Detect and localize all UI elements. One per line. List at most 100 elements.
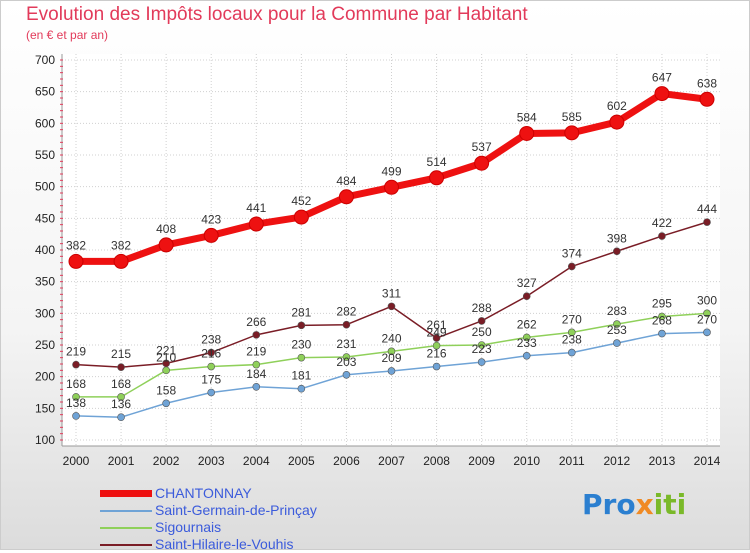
data-label: 283 — [607, 304, 627, 318]
data-point — [162, 399, 170, 408]
data-label: 537 — [472, 140, 492, 154]
data-point — [519, 125, 535, 141]
data-point — [158, 237, 174, 253]
data-point — [703, 309, 711, 318]
data-point — [703, 328, 711, 337]
data-point — [384, 179, 399, 195]
data-label: 638 — [697, 76, 717, 90]
data-label: 584 — [517, 110, 537, 124]
data-label: 240 — [381, 331, 401, 345]
data-point — [613, 320, 621, 328]
legend-swatch — [100, 510, 152, 512]
data-label: 181 — [291, 369, 311, 383]
data-point — [207, 348, 216, 357]
data-label: 311 — [382, 286, 401, 300]
data-label: 327 — [517, 276, 537, 290]
data-point — [609, 114, 625, 130]
data-label: 262 — [517, 317, 537, 331]
data-point — [72, 412, 80, 420]
legend-label: Saint-Germain-de-Prinçay — [155, 502, 317, 518]
data-point — [522, 333, 531, 342]
data-point — [432, 362, 441, 371]
chart-subtitle: (en € et par an) — [26, 28, 109, 42]
y-tick-label: 250 — [35, 338, 55, 352]
data-point — [658, 329, 666, 338]
data-label: 250 — [472, 325, 492, 339]
data-label: 238 — [201, 333, 221, 347]
data-label: 282 — [336, 305, 356, 319]
data-point — [522, 292, 531, 301]
data-point — [293, 209, 309, 225]
data-label: 230 — [291, 338, 311, 352]
data-label: 175 — [201, 373, 221, 387]
x-tick-label: 2002 — [153, 454, 180, 468]
legend-label: Sigournais — [155, 519, 222, 535]
x-tick-label: 2005 — [288, 454, 315, 468]
data-label: 266 — [246, 315, 266, 329]
data-point — [613, 339, 621, 347]
data-label: 261 — [427, 318, 447, 332]
data-label: 300 — [697, 293, 717, 307]
data-label: 408 — [156, 222, 176, 236]
data-label: 270 — [697, 312, 717, 326]
data-point — [117, 413, 125, 422]
x-tick-label: 2008 — [423, 454, 450, 468]
data-point — [658, 232, 666, 240]
x-tick-label: 2014 — [694, 454, 721, 468]
data-point — [342, 320, 351, 329]
data-point — [203, 227, 219, 243]
data-point — [567, 348, 576, 357]
y-tick-label: 400 — [35, 243, 55, 257]
y-tick-label: 600 — [35, 116, 55, 130]
x-tick-label: 2013 — [649, 454, 676, 468]
data-point — [564, 125, 580, 141]
data-label: 398 — [607, 231, 627, 245]
data-label: 382 — [66, 238, 86, 252]
x-tick-label: 2001 — [108, 454, 135, 468]
data-point — [387, 367, 396, 375]
y-tick-label: 700 — [35, 53, 55, 67]
data-point — [113, 253, 129, 269]
data-point — [432, 341, 441, 350]
data-label: 268 — [652, 314, 672, 328]
legend-label: CHANTONNAY — [155, 485, 252, 501]
data-point — [474, 155, 490, 171]
chart-title: Evolution des Impôts locaux pour la Comm… — [26, 4, 528, 25]
data-point — [387, 347, 396, 356]
x-tick-label: 2003 — [198, 454, 225, 468]
data-point — [654, 86, 670, 102]
x-tick-label: 2012 — [604, 454, 631, 468]
data-point — [342, 370, 351, 379]
x-tick-label: 2007 — [378, 454, 405, 468]
data-label: 221 — [156, 343, 176, 357]
data-point — [252, 360, 261, 369]
proxiti-logo: Proxiti — [582, 488, 686, 521]
data-label: 514 — [427, 155, 447, 169]
data-label: 231 — [336, 337, 356, 351]
data-point — [387, 302, 396, 311]
logo-part-2: x — [635, 488, 654, 521]
legend-swatch — [100, 490, 152, 497]
data-label: 444 — [697, 202, 717, 216]
data-label: 253 — [607, 323, 627, 337]
logo-part-1: Pro — [582, 488, 636, 521]
legend-label: Saint-Hilaire-le-Vouhis — [155, 536, 294, 552]
data-point — [297, 384, 306, 393]
data-point — [72, 393, 80, 401]
data-label: 484 — [336, 174, 356, 188]
data-point — [432, 334, 441, 342]
data-label: 374 — [562, 246, 582, 260]
x-tick-label: 2011 — [559, 454, 585, 468]
data-point — [252, 331, 261, 339]
data-label: 238 — [562, 333, 582, 347]
data-point — [117, 393, 125, 401]
x-tick-label: 2006 — [333, 454, 360, 468]
data-point — [567, 328, 576, 337]
data-point — [72, 360, 80, 369]
data-label: 219 — [66, 345, 86, 359]
y-tick-label: 200 — [35, 370, 55, 384]
data-label: 216 — [427, 347, 447, 361]
data-point — [248, 216, 264, 232]
data-point — [207, 388, 216, 397]
y-tick-label: 350 — [35, 275, 55, 289]
